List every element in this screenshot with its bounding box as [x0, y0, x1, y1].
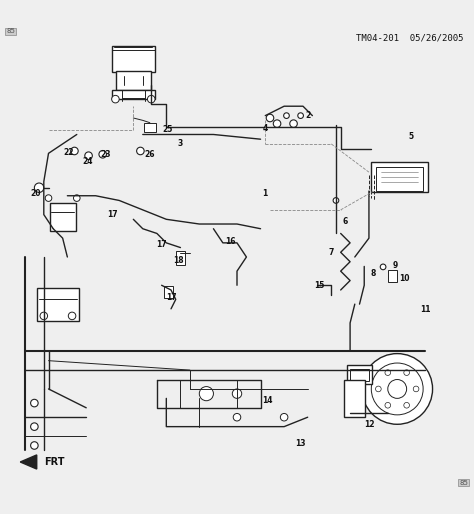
Text: 18: 18	[173, 256, 183, 265]
Text: 16: 16	[225, 237, 235, 246]
Bar	[36, 288, 79, 321]
Text: FRT: FRT	[44, 457, 64, 467]
Circle shape	[273, 120, 281, 127]
Text: 12: 12	[364, 420, 374, 429]
Circle shape	[380, 264, 386, 270]
Circle shape	[85, 152, 92, 159]
Circle shape	[362, 354, 433, 424]
Text: TM04-201  05/26/2005: TM04-201 05/26/2005	[356, 33, 463, 42]
Text: 14: 14	[263, 396, 273, 405]
Text: 15: 15	[314, 281, 325, 290]
Bar	[371, 161, 428, 192]
Circle shape	[404, 402, 410, 408]
Text: 26: 26	[144, 150, 155, 159]
Text: 8: 8	[371, 269, 376, 278]
Bar	[164, 286, 173, 298]
Text: 5: 5	[409, 132, 414, 141]
Bar	[350, 369, 369, 381]
Bar	[376, 168, 423, 191]
Circle shape	[31, 442, 38, 449]
Circle shape	[31, 399, 38, 407]
Text: 6: 6	[343, 217, 348, 226]
Circle shape	[385, 370, 391, 375]
Text: 13: 13	[295, 438, 306, 448]
Bar	[116, 71, 151, 90]
Circle shape	[371, 363, 423, 415]
Text: 85: 85	[6, 28, 15, 34]
Bar	[112, 46, 155, 72]
Circle shape	[71, 147, 78, 155]
Circle shape	[35, 183, 44, 192]
Bar	[50, 203, 76, 231]
Text: 17: 17	[156, 240, 167, 249]
Text: 17: 17	[107, 210, 118, 219]
Text: 7: 7	[328, 248, 334, 257]
Circle shape	[266, 114, 274, 122]
Circle shape	[333, 197, 339, 203]
Circle shape	[283, 113, 289, 118]
Circle shape	[137, 147, 144, 155]
Text: 22: 22	[63, 148, 73, 157]
Bar	[144, 123, 156, 132]
Text: 3: 3	[178, 139, 183, 149]
Circle shape	[147, 96, 155, 103]
Circle shape	[99, 151, 107, 158]
Circle shape	[413, 386, 419, 392]
Circle shape	[45, 195, 52, 201]
Bar	[344, 379, 365, 417]
Circle shape	[40, 312, 47, 320]
Circle shape	[73, 195, 80, 201]
Bar	[388, 270, 397, 282]
Text: 9: 9	[392, 261, 398, 269]
Circle shape	[31, 423, 38, 430]
Polygon shape	[20, 455, 36, 469]
Bar	[176, 251, 185, 265]
Text: 85: 85	[459, 480, 468, 486]
Text: 10: 10	[399, 274, 410, 283]
Text: 1: 1	[263, 189, 268, 198]
Text: 11: 11	[420, 305, 431, 314]
Circle shape	[404, 370, 410, 375]
Bar	[346, 365, 373, 384]
Text: 17: 17	[166, 292, 176, 302]
Text: 23: 23	[101, 150, 111, 159]
Circle shape	[388, 379, 407, 398]
Circle shape	[199, 387, 213, 401]
Circle shape	[375, 386, 381, 392]
Text: 2: 2	[305, 111, 310, 120]
Bar	[112, 90, 155, 99]
Circle shape	[280, 413, 288, 421]
Circle shape	[385, 402, 391, 408]
Circle shape	[298, 113, 303, 118]
Text: 25: 25	[162, 125, 173, 134]
Text: 4: 4	[263, 124, 268, 133]
Circle shape	[290, 120, 297, 127]
Circle shape	[233, 413, 241, 421]
Text: 20: 20	[30, 189, 41, 198]
Text: 24: 24	[82, 157, 92, 167]
Circle shape	[112, 96, 119, 103]
Circle shape	[68, 312, 76, 320]
Circle shape	[232, 389, 242, 398]
